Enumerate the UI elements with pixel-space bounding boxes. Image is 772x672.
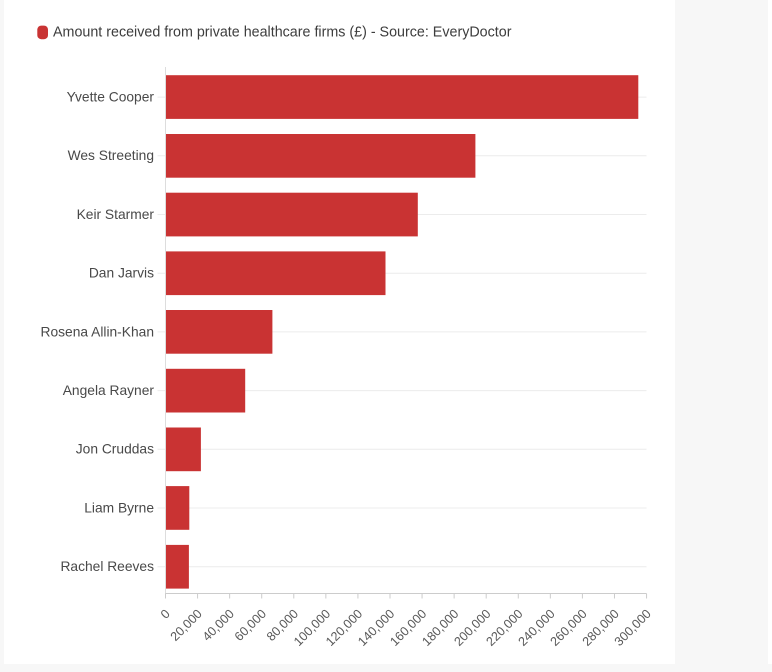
svg-text:Rosena Allin-Khan: Rosena Allin-Khan	[40, 324, 154, 339]
svg-text:Rachel Reeves: Rachel Reeves	[60, 559, 154, 574]
svg-text:Liam Byrne: Liam Byrne	[84, 500, 154, 515]
svg-text:Angela Rayner: Angela Rayner	[63, 383, 155, 398]
svg-text:Keir Starmer: Keir Starmer	[77, 207, 155, 222]
svg-text:Yvette Cooper: Yvette Cooper	[67, 90, 155, 105]
svg-text:Wes Streeting: Wes Streeting	[68, 148, 154, 163]
svg-text:Amount received from private h: Amount received from private healthcare …	[53, 25, 512, 41]
svg-text:Dan Jarvis: Dan Jarvis	[89, 266, 154, 281]
svg-text:Jon Cruddas: Jon Cruddas	[76, 442, 154, 457]
